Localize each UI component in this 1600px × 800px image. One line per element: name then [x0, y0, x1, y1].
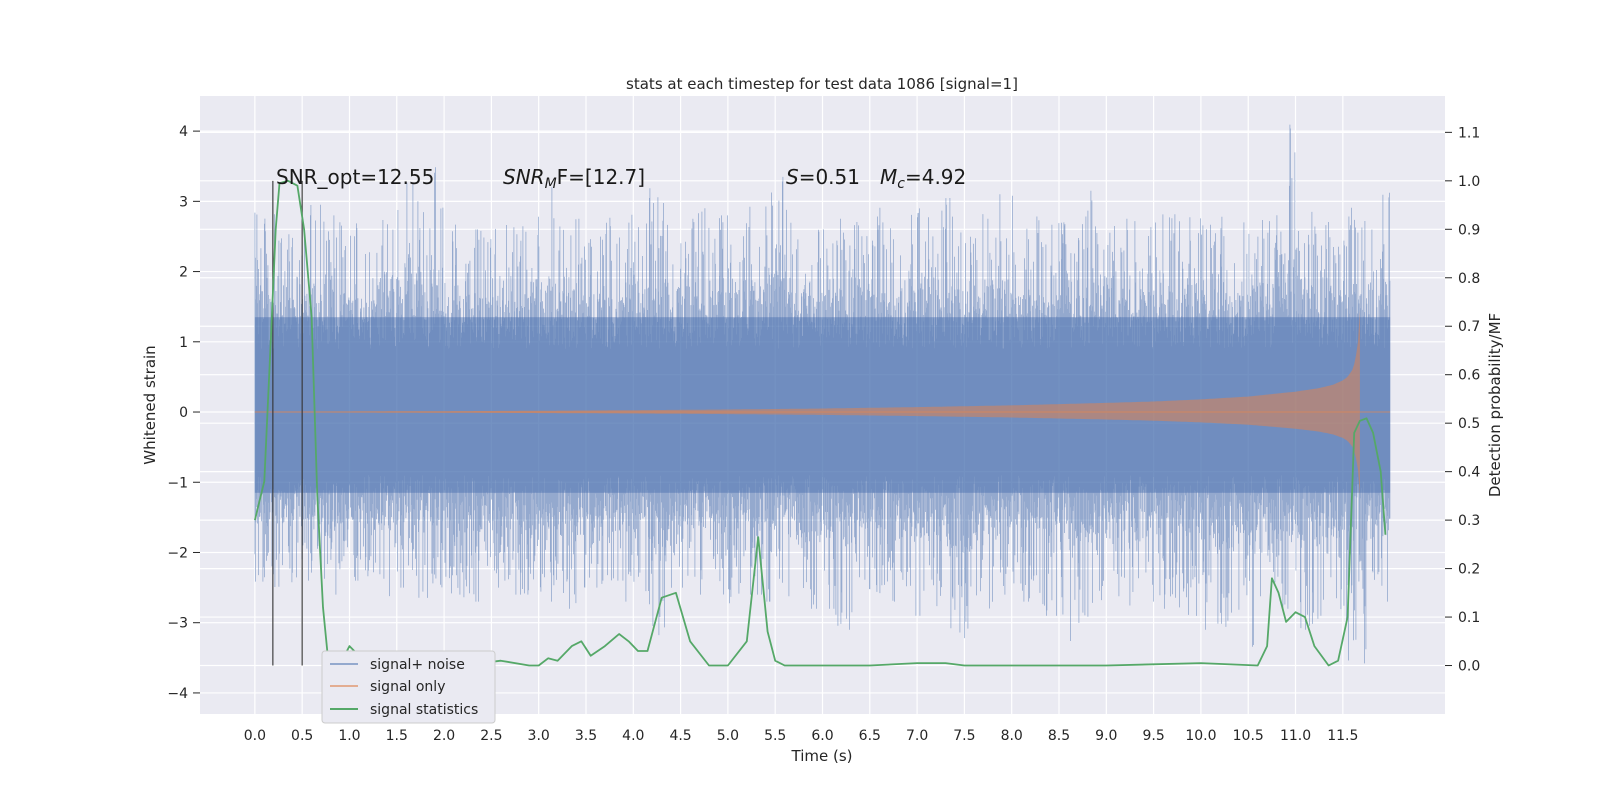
y2-tick-label: 0.0	[1458, 659, 1480, 675]
y-tick-label: 3	[179, 194, 188, 210]
x-tick-label: 9.0	[1095, 728, 1117, 744]
y2-tick-label: 0.8	[1458, 271, 1480, 287]
y2-tick-label: 0.6	[1458, 368, 1480, 384]
signal-envelope	[254, 310, 1360, 496]
series-layer	[254, 124, 1391, 667]
y2-axis-label: Detection probability/MF	[1486, 313, 1504, 497]
mc-subscript: c	[897, 176, 905, 192]
s-symbol: S	[786, 165, 799, 189]
x-tick-label: 0.5	[291, 728, 313, 744]
y-tick-label: 2	[179, 265, 188, 281]
y2-tick-label: 0.7	[1458, 319, 1480, 335]
x-tick-label: 8.0	[1001, 728, 1023, 744]
snr-mf-value: F=[12.7]	[557, 165, 645, 189]
snr-mf-symbol: SNR	[503, 165, 545, 189]
y-tick-label: −1	[167, 475, 188, 491]
x-tick-label: 10.5	[1233, 728, 1264, 744]
y2-tick-label: 0.5	[1458, 416, 1480, 432]
y2-tick-label: 0.9	[1458, 222, 1480, 238]
x-tick-label: 2.0	[433, 728, 455, 744]
x-tick-label: 8.5	[1048, 728, 1070, 744]
legend-label-signal-plus-noise: signal+ noise	[370, 657, 465, 673]
y-tick-label: −2	[167, 545, 188, 561]
x-tick-label: 6.5	[859, 728, 881, 744]
legend-label-signal-statistics: signal statistics	[370, 702, 478, 718]
y-axis-label: Whitened strain	[141, 345, 159, 464]
annotations: SNR_opt=12.55 SNRMF=[12.7] S=0.51 Mc=4.9…	[276, 165, 966, 192]
chart-title: stats at each timestep for test data 108…	[626, 75, 1018, 93]
x-tick-label: 6.0	[811, 728, 833, 744]
x-tick-label: 5.0	[717, 728, 739, 744]
x-axis-label: Time (s)	[791, 747, 853, 765]
x-tick-label: 3.0	[528, 728, 550, 744]
x-tick-label: 11.0	[1280, 728, 1311, 744]
legend-label-signal-only: signal only	[370, 679, 445, 695]
x-tick-label: 7.5	[953, 728, 975, 744]
y-tick-label: −4	[167, 686, 188, 702]
x-tick-label: 9.5	[1142, 728, 1164, 744]
s-value: =0.51	[799, 165, 860, 189]
x-tick-label: 4.0	[622, 728, 644, 744]
x-tick-label: 2.5	[480, 728, 502, 744]
annotation-s: S=0.51	[786, 165, 860, 189]
y2-tick-label: 0.4	[1458, 465, 1480, 481]
x-tick-label: 3.5	[575, 728, 597, 744]
y-tick-label: 0	[179, 405, 188, 421]
annotation-mc: Mc=4.92	[880, 165, 966, 192]
mc-value: =4.92	[905, 165, 966, 189]
x-tick-label: 4.5	[669, 728, 691, 744]
legend-box	[321, 650, 496, 724]
y-tick-label: 1	[179, 335, 188, 351]
y-tick-label: −3	[167, 616, 188, 632]
x-tick-label: 11.5	[1327, 728, 1358, 744]
legend: signal+ noise signal only signal statist…	[321, 650, 496, 724]
annotation-snr-mf: SNRMF=[12.7]	[503, 165, 645, 192]
x-tick-label: 1.0	[338, 728, 360, 744]
x-tick-label: 0.0	[244, 728, 266, 744]
event-markers	[272, 180, 303, 666]
x-tick-label: 1.5	[386, 728, 408, 744]
x-tick-label: 5.5	[764, 728, 786, 744]
x-tick-label: 7.0	[906, 728, 928, 744]
y2-tick-label: 0.1	[1458, 610, 1480, 626]
axes: 0.0 0.5 1.0 1.5 2.0 2.5 3.0 3.5 4.0 4.5 5.0 5.5 6.0 6…	[167, 124, 1480, 744]
series-signal-only	[254, 310, 1391, 496]
y-tick-label: 4	[179, 124, 188, 140]
mc-symbol: M	[880, 165, 897, 189]
x-tick-label: 10.0	[1185, 728, 1216, 744]
annotation-snr-opt: SNR_opt=12.55	[276, 165, 434, 189]
snr-mf-subscript: M	[545, 176, 557, 192]
y2-tick-label: 1.0	[1458, 174, 1480, 190]
y2-tick-label: 0.3	[1458, 513, 1480, 529]
y2-tick-label: 1.1	[1458, 125, 1480, 141]
y2-tick-label: 0.2	[1458, 562, 1480, 578]
